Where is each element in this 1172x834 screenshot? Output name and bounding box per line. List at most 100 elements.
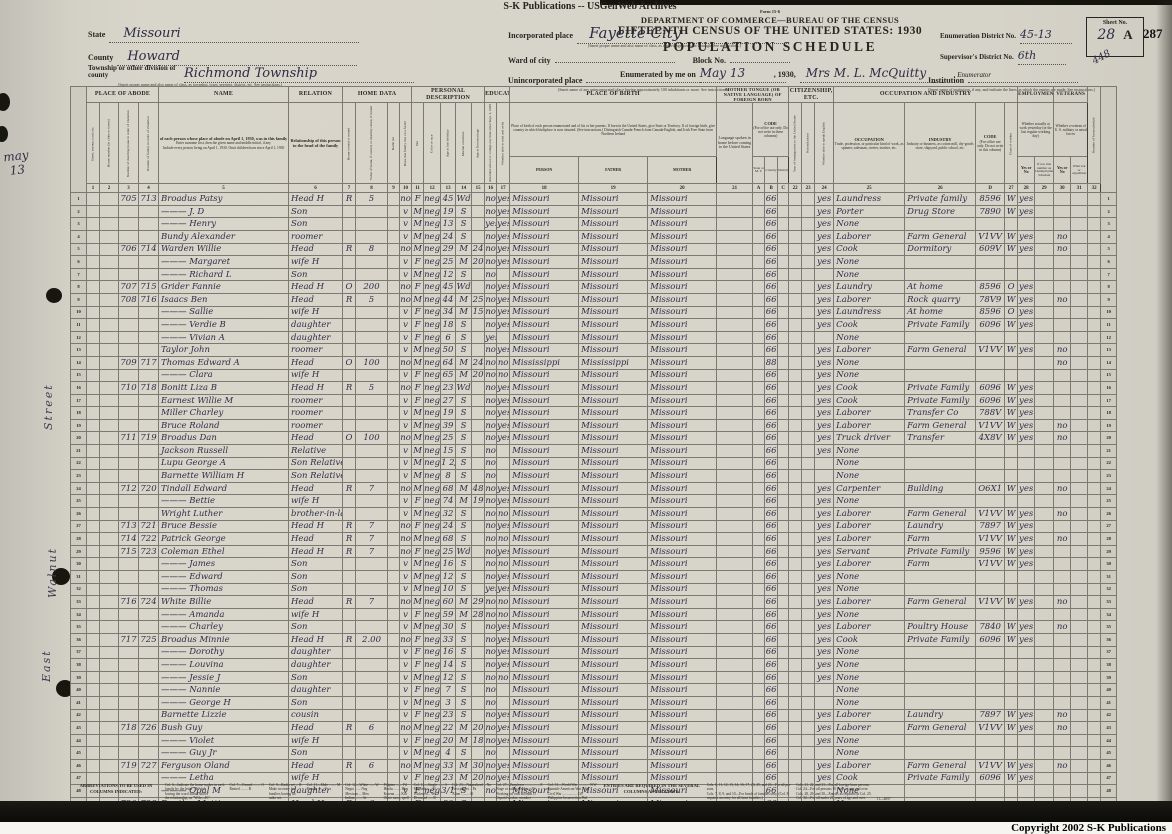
cell-family: 722	[137, 532, 160, 546]
cell-industry: Laundry	[904, 519, 977, 534]
column-owned-rented: Home owned or rented	[342, 102, 356, 184]
cell-race: neg	[423, 406, 442, 420]
abbreviation-line: Hindu ........ Hin	[383, 787, 408, 792]
line-number: 45	[70, 746, 87, 760]
cell-school: no	[484, 355, 498, 370]
cell-relation: Son Relative	[288, 469, 344, 483]
cell-code_c	[777, 431, 790, 446]
cell-relation: Head H	[288, 280, 344, 294]
cell-family	[137, 255, 160, 269]
cell-naturalization	[801, 393, 816, 408]
cell-street	[86, 544, 100, 559]
cell-code_b: 66	[764, 192, 779, 206]
cell-occ_code: 7840	[975, 620, 1006, 634]
cell-age_married	[471, 431, 486, 446]
cell-value	[355, 607, 389, 622]
cell-age_married: 30	[471, 758, 486, 773]
cell-name: Broadus Patsy	[158, 192, 290, 206]
cell-dwelling	[118, 683, 139, 697]
cell-house	[99, 708, 119, 723]
cell-family	[137, 330, 160, 345]
cell-age: 29	[440, 242, 457, 257]
cell-industry: Laundry	[904, 708, 977, 723]
column-number: 21	[716, 183, 754, 194]
cell-read_write	[496, 444, 511, 458]
occ-code-title: CODE	[983, 134, 997, 140]
cell-mother_birthplace: Missouri	[647, 519, 718, 534]
cell-language	[716, 746, 754, 760]
cell-sex: M	[411, 582, 425, 597]
cell-value	[355, 368, 389, 383]
line-number: 42	[70, 708, 87, 723]
column-radio-set: Radio set	[387, 102, 400, 184]
cell-immigration	[788, 217, 803, 231]
cell-family	[137, 418, 160, 433]
cell-owned	[342, 368, 357, 383]
cell-read_write: yes	[496, 406, 511, 420]
cell-age: 44	[440, 292, 457, 307]
cell-code_a	[752, 242, 766, 257]
cell-radio	[387, 519, 401, 534]
entries-required-line: Col. 24—For all persons 10 years of age …	[796, 787, 869, 792]
cell-code_a	[752, 658, 766, 672]
cell-immigration	[788, 204, 803, 219]
cell-war	[1070, 343, 1089, 357]
cell-age_married	[471, 267, 486, 282]
cell-birthplace: Missouri	[509, 192, 580, 206]
cell-street	[86, 368, 100, 383]
subcolumn-code-a: State or M. T.	[752, 156, 766, 185]
column-name-desc: of each person whose place of abode on A…	[158, 102, 290, 185]
cell-unemp_line	[1034, 607, 1055, 622]
abbreviation-group: Col. 14—Single ....... S Married ...... M…	[414, 783, 447, 801]
cell-age: 18	[440, 318, 457, 332]
cell-industry	[904, 267, 977, 282]
cell-house	[99, 242, 119, 257]
cell-street	[86, 343, 100, 357]
cell-immigration	[788, 532, 803, 546]
cell-occupation: Cook	[833, 381, 906, 395]
cell-name: Bruce Bessie	[158, 519, 290, 534]
cell-relation: roomer	[288, 406, 344, 420]
cell-house	[99, 267, 119, 282]
column-number: 22	[788, 183, 803, 194]
cell-war	[1070, 381, 1089, 395]
cell-code_c	[777, 217, 790, 231]
employment-desc: Whether actually at work yesterday (or t…	[1017, 102, 1055, 158]
cell-code_c	[777, 494, 790, 509]
cell-naturalization	[801, 721, 816, 735]
cell-relation: Head	[288, 758, 344, 773]
abbreviation-line: families having no	[268, 791, 296, 796]
cell-age: 12	[440, 570, 457, 584]
cell-birthplace: Missouri	[509, 557, 580, 571]
cell-name: ——— Bettie	[158, 494, 290, 509]
cell-race: neg	[423, 255, 442, 269]
cell-owned	[342, 255, 357, 269]
line-number: 40	[1100, 683, 1118, 697]
cell-english	[814, 469, 835, 483]
cell-industry	[904, 733, 977, 748]
column-number: 30	[1053, 183, 1072, 194]
cell-radio	[387, 406, 401, 420]
cell-street	[86, 658, 100, 672]
cell-age_married	[471, 544, 486, 559]
cell-occupation: Laborer	[833, 292, 906, 307]
cell-unemp_line	[1034, 544, 1055, 559]
name-desc-line1: of each person whose place of abode on A…	[159, 135, 288, 141]
cell-code_a	[752, 544, 766, 559]
cell-read_write: yes	[496, 305, 511, 320]
cell-school: no	[484, 532, 498, 546]
cell-code_a	[752, 393, 766, 408]
cell-farm: v	[399, 771, 413, 786]
cell-english: yes	[814, 544, 835, 559]
cell-veteran: no	[1053, 708, 1072, 723]
cell-family: 723	[137, 544, 160, 559]
cell-school: no	[484, 607, 498, 622]
cell-house	[99, 683, 119, 697]
line-number: 31	[1100, 570, 1118, 584]
cell-dwelling: 719	[118, 758, 139, 773]
line-number: 16	[1100, 381, 1118, 395]
